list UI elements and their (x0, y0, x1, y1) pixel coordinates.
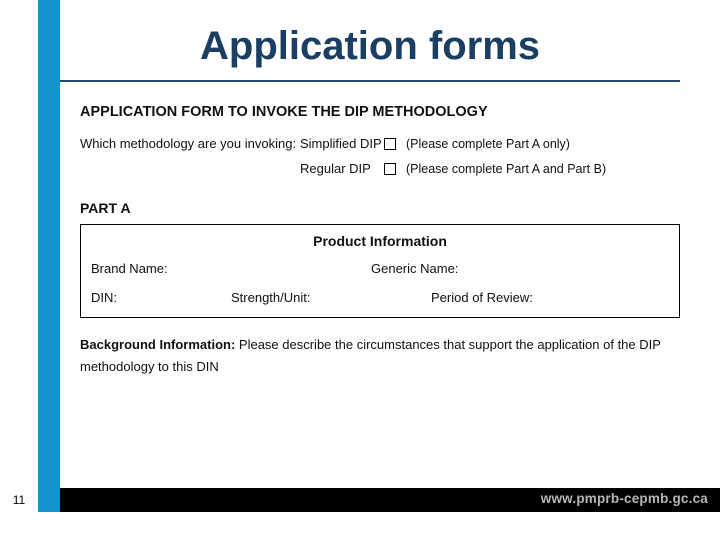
strength-unit-label: Strength/Unit: (231, 290, 431, 305)
period-review-label: Period of Review: (431, 290, 533, 305)
background-info-label: Background Information: (80, 337, 235, 352)
methodology-row-2: Regular DIP (Please complete Part A and … (80, 161, 680, 176)
accent-sidebar (38, 0, 60, 488)
option-simplified-label: Simplified DIP (300, 136, 384, 151)
footer-url: www.pmprb-cepmb.gc.ca (541, 491, 708, 506)
product-info-title: Product Information (91, 233, 669, 249)
product-row-1: Brand Name: Generic Name: (91, 261, 669, 276)
slide-title: Application forms (200, 24, 540, 69)
footer-accent-bar (38, 488, 60, 512)
checkbox-simplified[interactable] (384, 138, 396, 150)
methodology-question: Which methodology are you invoking: (80, 136, 300, 151)
product-information-box: Product Information Brand Name: Generic … (80, 224, 680, 318)
part-a-heading: PART A (80, 200, 680, 216)
background-info-line1: Background Information: Please describe … (80, 334, 680, 356)
option-simplified-note: (Please complete Part A only) (406, 137, 570, 151)
background-info-text1: Please describe the circumstances that s… (239, 337, 661, 352)
background-info-line2: methodology to this DIN (80, 356, 680, 378)
page-number: 11 (0, 488, 38, 512)
generic-name-label: Generic Name: (371, 261, 458, 276)
product-row-2: DIN: Strength/Unit: Period of Review: (91, 290, 669, 305)
din-label: DIN: (91, 290, 231, 305)
methodology-row-1: Which methodology are you invoking: Simp… (80, 136, 680, 151)
title-divider (60, 80, 680, 82)
slide-footer: 11 www.pmprb-cepmb.gc.ca (0, 488, 720, 512)
option-regular-note: (Please complete Part A and Part B) (406, 162, 606, 176)
form-header: APPLICATION FORM TO INVOKE THE DIP METHO… (80, 104, 680, 120)
brand-name-label: Brand Name: (91, 261, 371, 276)
option-regular-label: Regular DIP (300, 161, 384, 176)
checkbox-regular[interactable] (384, 163, 396, 175)
form-content: APPLICATION FORM TO INVOKE THE DIP METHO… (80, 104, 680, 378)
